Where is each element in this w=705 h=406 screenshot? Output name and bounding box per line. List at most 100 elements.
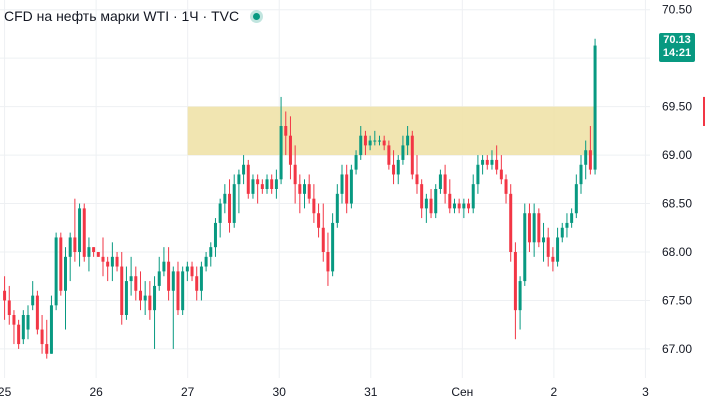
candle[interactable]	[326, 232, 330, 286]
candle[interactable]	[546, 227, 550, 267]
candle[interactable]	[312, 184, 316, 223]
candle[interactable]	[420, 179, 424, 219]
candle[interactable]	[228, 179, 232, 233]
candle[interactable]	[331, 213, 335, 277]
candle[interactable]	[54, 232, 58, 311]
candle[interactable]	[232, 174, 236, 228]
candle[interactable]	[279, 96, 283, 185]
candle[interactable]	[293, 145, 297, 204]
candle[interactable]	[96, 252, 100, 257]
candle[interactable]	[64, 247, 68, 330]
resistance-zone[interactable]	[187, 106, 596, 156]
candle[interactable]	[532, 203, 536, 257]
candle[interactable]	[106, 256, 110, 282]
candle[interactable]	[410, 130, 414, 180]
candle[interactable]	[509, 184, 513, 262]
candle[interactable]	[157, 256, 161, 291]
candle[interactable]	[124, 266, 128, 320]
candle[interactable]	[518, 276, 522, 330]
candle[interactable]	[129, 256, 133, 296]
candle[interactable]	[181, 266, 185, 315]
candle[interactable]	[12, 310, 16, 345]
candle[interactable]	[82, 203, 86, 262]
candle[interactable]	[429, 189, 433, 219]
candle[interactable]	[237, 169, 241, 214]
candle[interactable]	[396, 155, 400, 185]
candle[interactable]	[565, 213, 569, 238]
candle[interactable]	[593, 38, 597, 175]
candle[interactable]	[195, 266, 199, 301]
candle[interactable]	[345, 164, 349, 214]
candle[interactable]	[560, 222, 564, 243]
candle[interactable]	[101, 237, 105, 277]
candle[interactable]	[35, 290, 39, 335]
candle[interactable]	[457, 198, 461, 214]
candle[interactable]	[45, 319, 49, 359]
candle[interactable]	[537, 208, 541, 248]
candle[interactable]	[199, 261, 203, 301]
candle[interactable]	[349, 164, 353, 209]
candle[interactable]	[523, 203, 527, 286]
candle[interactable]	[256, 174, 260, 204]
symbol-title[interactable]: CFD на нефть марки WTI · 1Ч · TVC	[4, 8, 240, 24]
candle[interactable]	[213, 218, 217, 257]
candle[interactable]	[542, 222, 546, 262]
time-axis[interactable]: 25 26 27 30 31 Сен 2 3	[0, 385, 649, 399]
candle[interactable]	[485, 155, 489, 170]
candle[interactable]	[382, 135, 386, 151]
candle[interactable]	[481, 155, 485, 175]
candle[interactable]	[7, 285, 11, 325]
candle[interactable]	[209, 242, 213, 267]
candle[interactable]	[443, 164, 447, 204]
candle[interactable]	[335, 184, 339, 228]
candle[interactable]	[185, 261, 189, 282]
candle[interactable]	[218, 198, 222, 238]
candle[interactable]	[368, 135, 372, 151]
candle[interactable]	[527, 203, 531, 252]
candle[interactable]	[3, 276, 7, 320]
candle[interactable]	[49, 295, 53, 354]
candle[interactable]	[467, 198, 471, 214]
candle[interactable]	[340, 164, 344, 204]
candle[interactable]	[415, 155, 419, 194]
candle[interactable]	[171, 266, 175, 349]
candle[interactable]	[288, 116, 292, 180]
candle[interactable]	[87, 237, 91, 272]
candle[interactable]	[92, 247, 96, 257]
candle[interactable]	[274, 169, 278, 199]
candle[interactable]	[490, 150, 494, 170]
candle[interactable]	[401, 135, 405, 165]
candle[interactable]	[190, 261, 194, 282]
candle[interactable]	[504, 174, 508, 204]
candle[interactable]	[354, 150, 358, 175]
candle[interactable]	[438, 169, 442, 194]
candle[interactable]	[373, 130, 377, 146]
candle[interactable]	[68, 232, 72, 282]
candle[interactable]	[499, 155, 503, 185]
candle[interactable]	[359, 126, 363, 160]
candle[interactable]	[270, 174, 274, 194]
candle[interactable]	[78, 203, 82, 267]
candle[interactable]	[321, 203, 325, 262]
candle[interactable]	[260, 179, 264, 194]
candle[interactable]	[110, 242, 114, 282]
candle[interactable]	[574, 174, 578, 219]
candle[interactable]	[579, 155, 583, 194]
candle[interactable]	[307, 174, 311, 204]
candle[interactable]	[424, 193, 428, 223]
candle[interactable]	[204, 252, 208, 272]
candle[interactable]	[462, 198, 466, 219]
candle[interactable]	[584, 140, 588, 180]
candle[interactable]	[176, 261, 180, 315]
candle[interactable]	[265, 174, 269, 194]
candle[interactable]	[551, 247, 555, 272]
candle[interactable]	[476, 155, 480, 194]
candle[interactable]	[495, 145, 499, 175]
candle[interactable]	[588, 126, 592, 175]
candle[interactable]	[246, 159, 250, 199]
candle[interactable]	[162, 247, 166, 277]
candle[interactable]	[317, 203, 321, 238]
candle[interactable]	[434, 184, 438, 219]
candle[interactable]	[448, 179, 452, 214]
candle[interactable]	[138, 271, 142, 311]
